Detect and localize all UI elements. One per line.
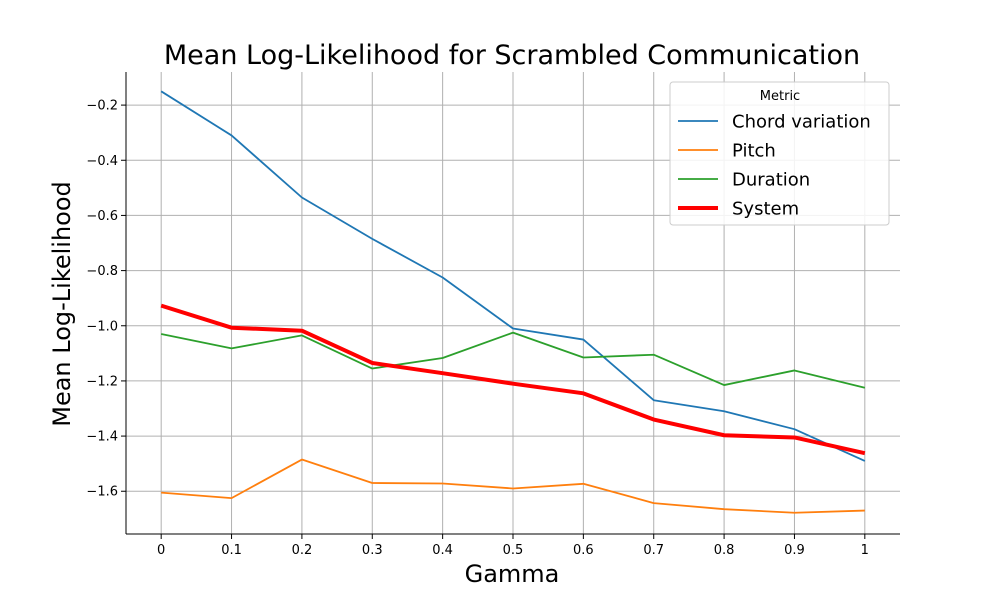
y-tick-label: −0.4: [86, 154, 118, 169]
legend-label-chord-variation: Chord variation: [732, 112, 871, 133]
y-axis-ticks: −0.2 −0.4 −0.6 −0.8 −1.0 −1.2 −1.4 −1.6: [86, 99, 126, 500]
legend-title: Metric: [760, 89, 800, 104]
x-tick-label: 0.5: [503, 543, 524, 558]
x-tick-label: 0.7: [643, 543, 664, 558]
series-lines: [160, 90, 866, 514]
x-tick-label: 0.8: [714, 543, 735, 558]
y-tick-label: −1.0: [86, 319, 118, 334]
legend-label-system: System: [732, 199, 799, 220]
y-tick-label: −1.2: [86, 374, 118, 389]
y-tick-label: −1.6: [86, 485, 118, 500]
series-line-chord-variation: [160, 90, 866, 462]
y-tick-label: −0.6: [86, 209, 118, 224]
y-tick-label: −1.4: [86, 430, 118, 445]
x-tick-label: 0: [157, 543, 165, 558]
legend-label-duration: Duration: [732, 170, 810, 191]
x-tick-label: 0.6: [573, 543, 594, 558]
x-tick-label: 0.3: [362, 543, 383, 558]
series-line-pitch: [161, 458, 865, 514]
series-line-duration: [161, 331, 866, 389]
x-tick-label: 0.4: [432, 543, 453, 558]
x-tick-label: 1: [861, 543, 869, 558]
y-axis-label: Mean Log-Likelihood: [48, 181, 76, 427]
legend-label-pitch: Pitch: [732, 141, 776, 162]
legend: Metric Chord variation Pitch Duration Syste…: [669, 81, 890, 226]
x-tick-label: 0.9: [784, 543, 805, 558]
x-tick-label: 0.2: [292, 543, 313, 558]
series-line-system: [160, 303, 866, 456]
x-axis-label: Gamma: [465, 560, 560, 588]
chart-title: Mean Log-Likelihood for Scrambled Commun…: [164, 40, 860, 71]
x-axis-ticks: 0 0.1 0.2 0.3 0.4 0.5 0.6 0.7 0.8 0.9 1: [157, 534, 869, 558]
y-tick-label: −0.8: [86, 264, 118, 279]
y-tick-label: −0.2: [86, 99, 118, 114]
x-tick-label: 0.1: [221, 543, 242, 558]
legend-box: [669, 81, 890, 226]
